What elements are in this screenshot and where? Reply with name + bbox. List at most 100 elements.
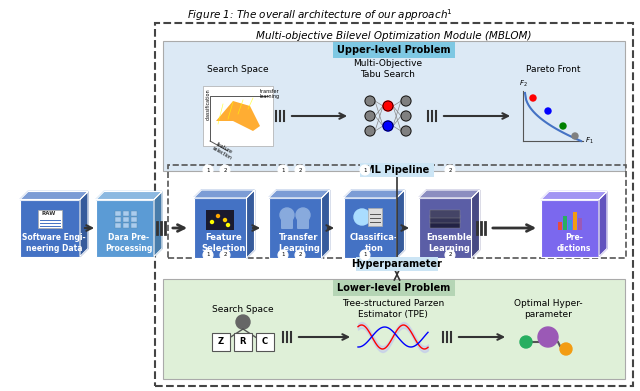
Circle shape <box>545 108 551 114</box>
Bar <box>168 165 626 258</box>
Circle shape <box>365 111 375 121</box>
Text: classification: classification <box>206 88 211 120</box>
FancyBboxPatch shape <box>430 220 460 228</box>
Polygon shape <box>96 192 162 199</box>
Circle shape <box>220 165 230 175</box>
FancyBboxPatch shape <box>115 217 121 222</box>
Text: R: R <box>240 337 246 346</box>
FancyBboxPatch shape <box>333 280 455 296</box>
Circle shape <box>295 250 305 260</box>
FancyBboxPatch shape <box>131 217 137 222</box>
Bar <box>155 23 633 386</box>
Text: 1: 1 <box>206 253 210 258</box>
FancyBboxPatch shape <box>430 215 460 223</box>
FancyBboxPatch shape <box>578 218 582 230</box>
FancyBboxPatch shape <box>256 333 274 351</box>
Text: ML Pipeline: ML Pipeline <box>365 165 429 175</box>
Polygon shape <box>419 190 479 198</box>
Polygon shape <box>193 190 255 198</box>
FancyBboxPatch shape <box>568 220 572 230</box>
Polygon shape <box>20 192 88 199</box>
FancyBboxPatch shape <box>123 217 129 222</box>
Circle shape <box>383 121 393 131</box>
FancyBboxPatch shape <box>115 211 121 216</box>
Text: Search Space: Search Space <box>212 305 274 314</box>
FancyBboxPatch shape <box>131 223 137 228</box>
Circle shape <box>236 315 250 329</box>
Text: 1: 1 <box>364 253 367 258</box>
FancyBboxPatch shape <box>368 208 382 226</box>
FancyBboxPatch shape <box>541 199 599 256</box>
Text: 1: 1 <box>281 253 285 258</box>
Text: Multi-objective Bilevel Optimization Module (MBLOM): Multi-objective Bilevel Optimization Mod… <box>256 31 532 41</box>
Polygon shape <box>599 192 607 256</box>
FancyBboxPatch shape <box>563 216 567 230</box>
Text: 2: 2 <box>223 167 227 172</box>
FancyBboxPatch shape <box>360 163 434 177</box>
Circle shape <box>383 101 393 111</box>
FancyBboxPatch shape <box>203 86 273 146</box>
Circle shape <box>203 165 213 175</box>
Text: 2: 2 <box>448 167 452 172</box>
Text: transfer
learning: transfer learning <box>260 89 280 99</box>
FancyBboxPatch shape <box>131 211 137 216</box>
Polygon shape <box>541 192 607 199</box>
Polygon shape <box>472 190 479 258</box>
Circle shape <box>401 126 411 136</box>
Text: Pareto Front: Pareto Front <box>525 65 580 74</box>
Text: Pre-
dictions: Pre- dictions <box>557 233 591 253</box>
FancyBboxPatch shape <box>193 198 246 258</box>
FancyBboxPatch shape <box>234 333 252 351</box>
Circle shape <box>220 250 230 260</box>
Text: 1: 1 <box>281 167 285 172</box>
FancyBboxPatch shape <box>344 198 397 258</box>
Text: 2: 2 <box>448 253 452 258</box>
Circle shape <box>296 208 310 222</box>
FancyBboxPatch shape <box>281 219 293 229</box>
Text: Hyperparameter: Hyperparameter <box>351 259 442 269</box>
FancyBboxPatch shape <box>212 333 230 351</box>
Circle shape <box>360 250 370 260</box>
FancyBboxPatch shape <box>38 210 62 228</box>
Polygon shape <box>246 190 255 258</box>
Circle shape <box>211 221 214 224</box>
Circle shape <box>520 336 532 348</box>
Text: Z: Z <box>218 337 224 346</box>
FancyBboxPatch shape <box>96 199 154 256</box>
Circle shape <box>278 250 288 260</box>
Text: C: C <box>262 337 268 346</box>
Circle shape <box>445 250 455 260</box>
FancyBboxPatch shape <box>115 223 121 228</box>
Text: 2: 2 <box>298 253 301 258</box>
Circle shape <box>216 215 220 217</box>
Bar <box>163 279 625 379</box>
FancyBboxPatch shape <box>419 198 472 258</box>
Circle shape <box>365 96 375 106</box>
FancyBboxPatch shape <box>356 257 438 271</box>
Circle shape <box>560 343 572 355</box>
FancyBboxPatch shape <box>206 210 234 230</box>
Circle shape <box>295 165 305 175</box>
Text: Ensemble
Learning: Ensemble Learning <box>426 233 472 253</box>
Text: $F_2$: $F_2$ <box>518 79 527 89</box>
Circle shape <box>445 165 455 175</box>
Text: $F_1$: $F_1$ <box>585 136 594 146</box>
Text: Feature
Selection: Feature Selection <box>202 233 246 253</box>
Circle shape <box>354 209 370 225</box>
Circle shape <box>530 95 536 101</box>
Text: Software Engi-
neering Data: Software Engi- neering Data <box>22 233 86 253</box>
Text: Search Space: Search Space <box>207 65 269 74</box>
Polygon shape <box>344 190 404 198</box>
Text: Lower-level Problem: Lower-level Problem <box>337 283 451 293</box>
Circle shape <box>538 327 558 347</box>
Text: Upper-level Problem: Upper-level Problem <box>337 45 451 55</box>
Circle shape <box>365 126 375 136</box>
Text: 1: 1 <box>364 167 367 172</box>
Polygon shape <box>269 190 330 198</box>
Bar <box>163 41 625 171</box>
FancyBboxPatch shape <box>297 219 309 229</box>
Text: feature
selection: feature selection <box>211 141 236 161</box>
FancyBboxPatch shape <box>123 211 129 216</box>
Text: 1: 1 <box>206 167 210 172</box>
FancyBboxPatch shape <box>430 210 460 218</box>
